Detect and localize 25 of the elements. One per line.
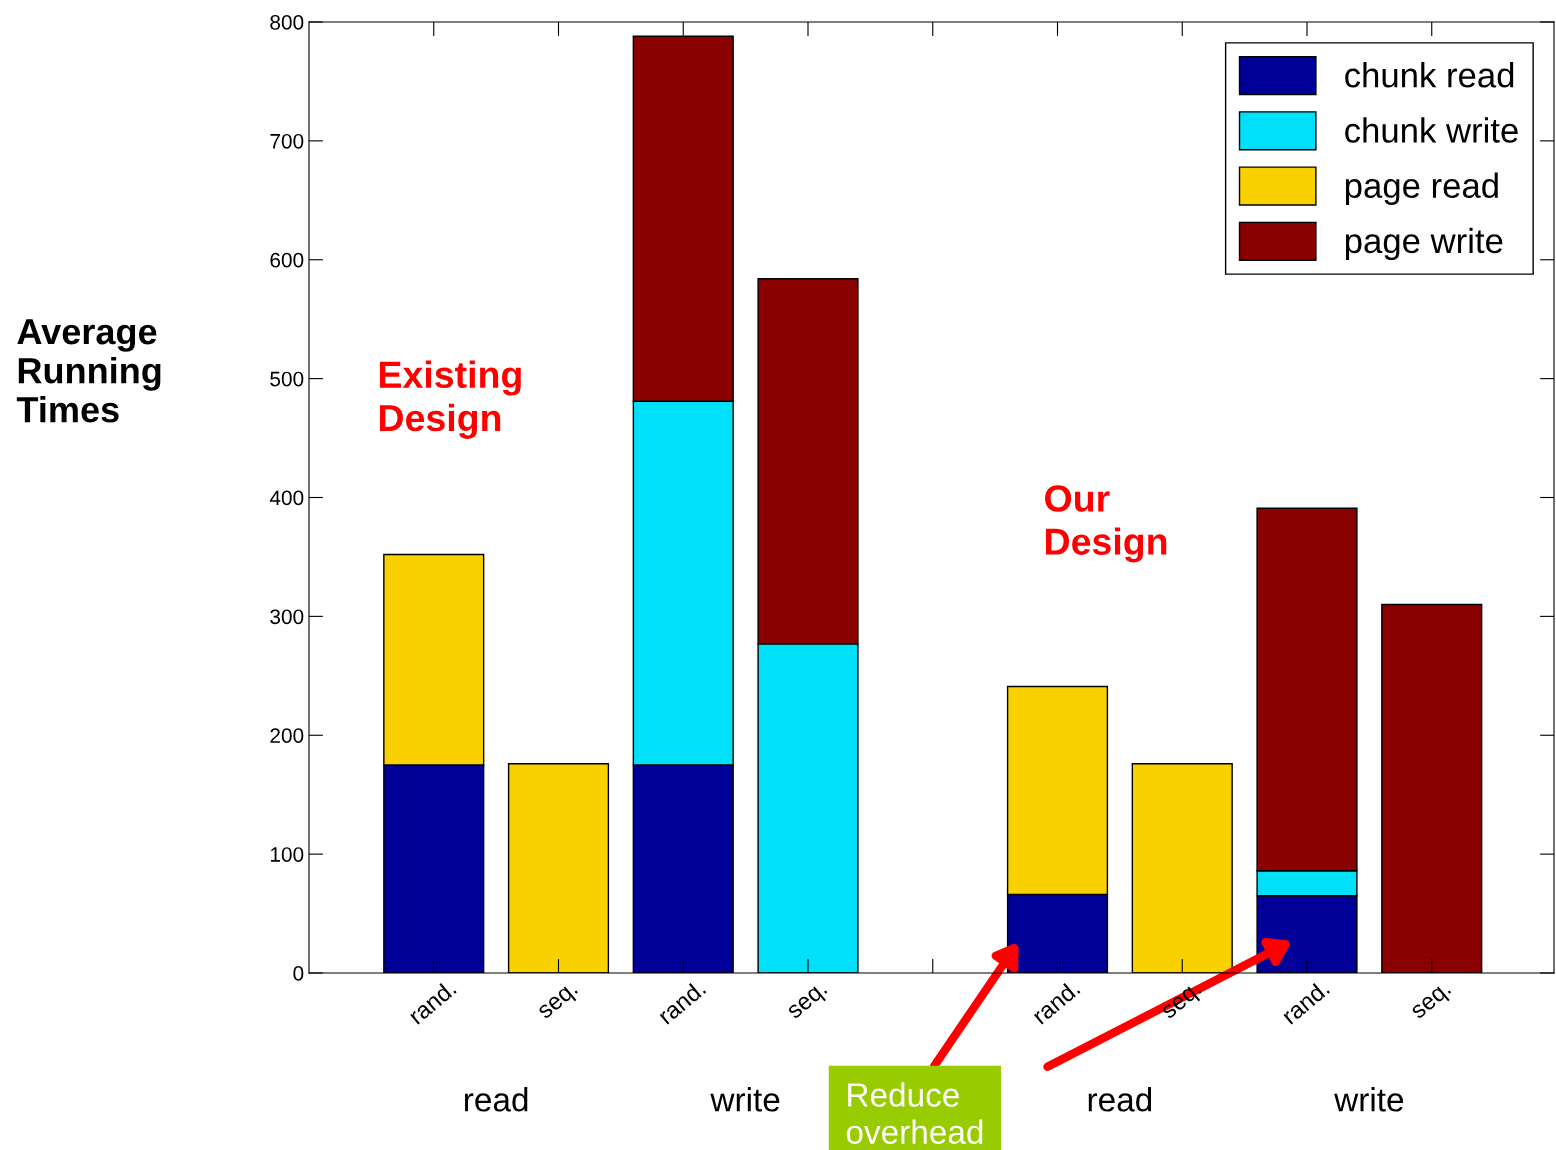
y-tick-label: 500 [270, 371, 304, 387]
x-tick-label: seq. [787, 982, 831, 1023]
x-tick-label: seq. [537, 982, 582, 1023]
y-tick-label: 600 [270, 252, 304, 268]
y-tick-label: 700 [270, 133, 304, 149]
text: read [1088, 1087, 1152, 1112]
text: write [1334, 1087, 1404, 1112]
y-tick-label: 300 [270, 609, 304, 625]
text: Reduce overhead [846, 1082, 983, 1144]
legend-label: chunk read [1345, 62, 1514, 88]
annotation: Existing Design [379, 360, 521, 439]
y-tick-label: 0 [293, 966, 304, 981]
y-tick-label: 100 [270, 847, 304, 862]
text: write [710, 1087, 780, 1112]
y-tick-label: 800 [270, 15, 304, 30]
legend-label: page read [1345, 172, 1498, 205]
legend-label: page write [1345, 227, 1503, 261]
annotation: Our Design [1045, 485, 1167, 563]
x-tick-label: seq. [1410, 982, 1455, 1023]
legend-label: chunk write [1345, 117, 1518, 143]
y-axis-title: Average Running Times [16, 319, 161, 423]
text: read [464, 1087, 528, 1112]
y-tick-label: 400 [269, 490, 304, 506]
x-tick-label: seq. [1161, 982, 1205, 1023]
y-tick-label: 200 [270, 728, 304, 743]
